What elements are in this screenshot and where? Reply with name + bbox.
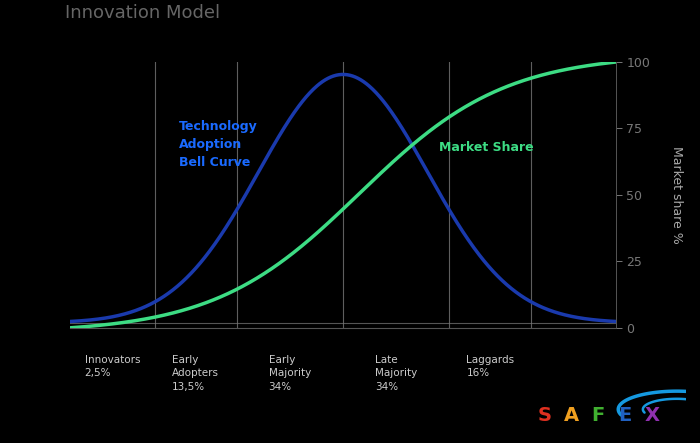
Text: Early
Majority
34%: Early Majority 34% [269,355,311,392]
Text: Technology
Adoption
Bell Curve: Technology Adoption Bell Curve [179,120,258,170]
Text: Market Share: Market Share [438,140,533,154]
Text: E: E [619,406,632,425]
Y-axis label: Market share %: Market share % [670,146,682,244]
Text: Everett Roger’s Diffusion of
Innovation Model: Everett Roger’s Diffusion of Innovation … [64,0,312,22]
Text: F: F [592,406,605,425]
Text: S: S [538,406,552,425]
Text: Innovators
2,5%: Innovators 2,5% [85,355,140,378]
Text: Early
Adopters
13,5%: Early Adopters 13,5% [172,355,219,392]
Text: Late
Majority
34%: Late Majority 34% [375,355,417,392]
Text: Laggards
16%: Laggards 16% [466,355,514,378]
Text: X: X [645,406,659,425]
Text: A: A [564,406,579,425]
